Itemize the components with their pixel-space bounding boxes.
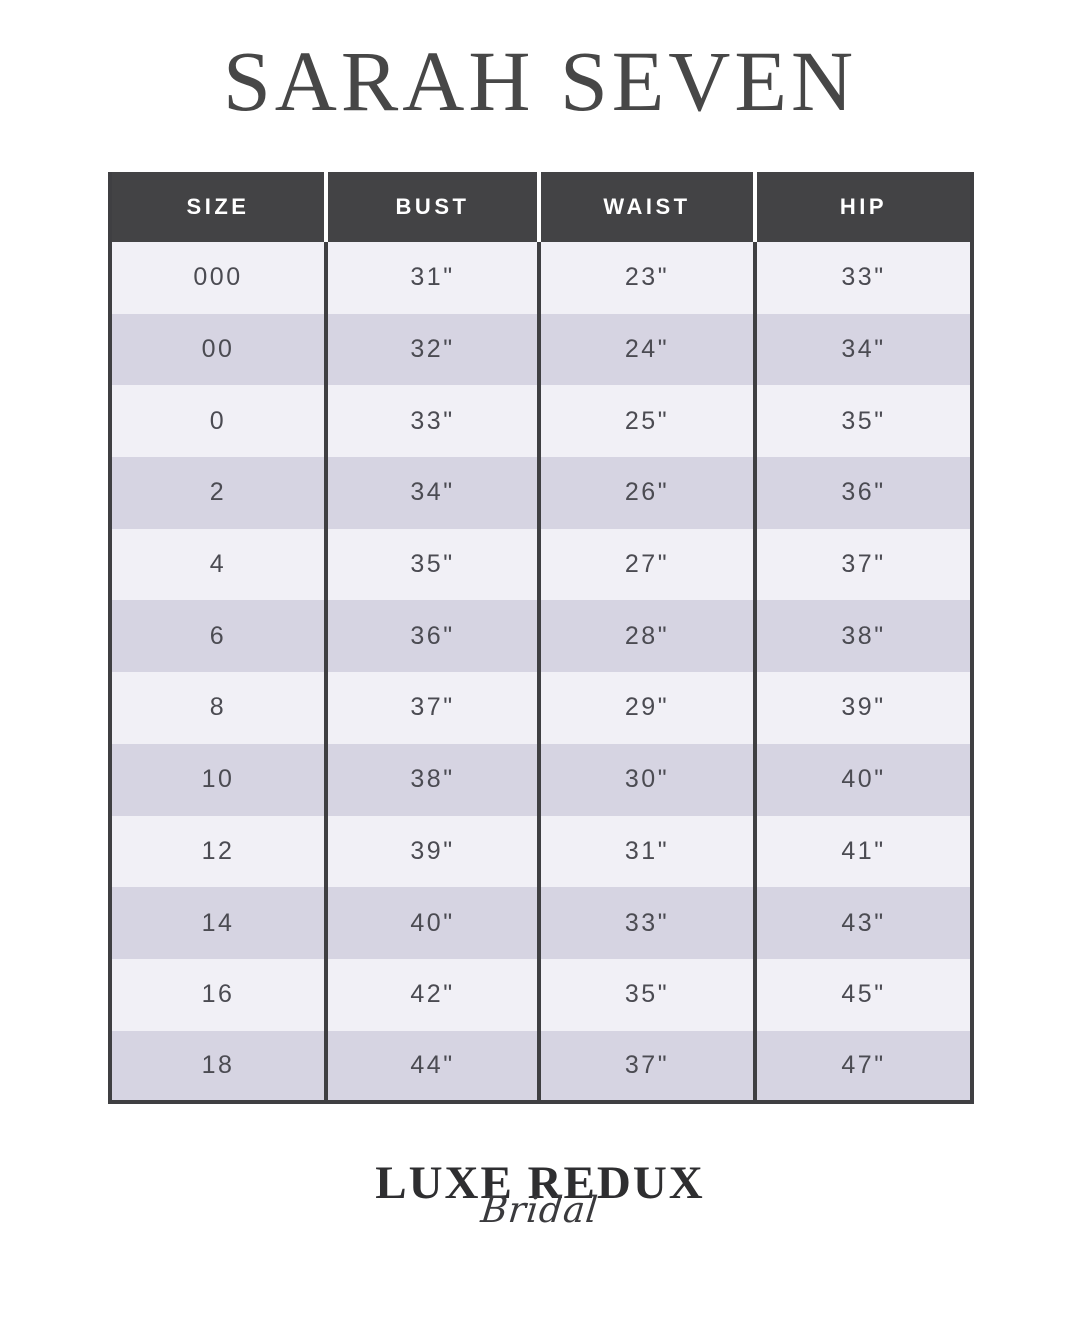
table-row: 12 39" 31" 41" <box>110 815 972 888</box>
cell-waist: 27" <box>539 528 757 601</box>
table-row: 16 42" 35" 45" <box>110 958 972 1031</box>
page-title: SARAH SEVEN <box>222 33 858 129</box>
cell-bust: 33" <box>326 385 541 458</box>
cell-size: 10 <box>110 743 328 816</box>
cell-hip: 45" <box>755 958 972 1031</box>
cell-bust: 37" <box>326 672 541 744</box>
cell-size: 000 <box>110 242 328 314</box>
cell-waist: 28" <box>539 600 757 673</box>
footer-logo: LUXE REDUX Bridal <box>0 1157 1080 1232</box>
table-row: 6 36" 28" 38" <box>110 600 972 673</box>
table-header-row: SIZE BUST WAIST HIP <box>110 172 972 242</box>
cell-waist: 23" <box>539 242 757 314</box>
size-chart-table: SIZE BUST WAIST HIP 000 31" 23" 33" 00 3… <box>108 172 974 1105</box>
cell-bust: 38" <box>326 743 541 816</box>
cell-size: 14 <box>110 887 328 959</box>
cell-bust: 40" <box>326 887 541 959</box>
cell-bust: 31" <box>326 242 541 314</box>
cell-waist: 25" <box>539 385 757 458</box>
cell-size: 6 <box>110 600 328 673</box>
table-row: 18 44" 37" 47" <box>110 1030 972 1103</box>
cell-bust: 44" <box>326 1030 541 1103</box>
cell-size: 16 <box>110 958 328 1031</box>
cell-waist: 30" <box>539 743 757 816</box>
cell-bust: 42" <box>326 958 541 1031</box>
table-row: 0 33" 25" 35" <box>110 385 972 458</box>
footer-script-bridal: Bridal <box>479 1190 601 1231</box>
cell-bust: 35" <box>326 528 541 601</box>
column-header-hip: HIP <box>755 172 972 242</box>
table-row: 14 40" 33" 43" <box>110 887 972 959</box>
table-head: SIZE BUST WAIST HIP <box>110 172 972 242</box>
cell-size: 12 <box>110 815 328 888</box>
size-chart-table-container: SIZE BUST WAIST HIP 000 31" 23" 33" 00 3… <box>108 172 974 1105</box>
cell-waist: 37" <box>539 1030 757 1103</box>
cell-hip: 41" <box>755 815 972 888</box>
cell-bust: 32" <box>326 313 541 386</box>
cell-bust: 39" <box>326 815 541 888</box>
cell-hip: 36" <box>755 457 972 529</box>
cell-size: 2 <box>110 457 328 529</box>
cell-size: 0 <box>110 385 328 458</box>
table-row: 10 38" 30" 40" <box>110 743 972 816</box>
table-body: 000 31" 23" 33" 00 32" 24" 34" 0 33" 25"… <box>110 242 972 1103</box>
cell-size: 00 <box>110 313 328 386</box>
cell-size: 18 <box>110 1030 328 1103</box>
column-header-size: SIZE <box>110 172 328 242</box>
table-row: 8 37" 29" 39" <box>110 672 972 744</box>
cell-waist: 33" <box>539 887 757 959</box>
cell-waist: 29" <box>539 672 757 744</box>
table-row: 000 31" 23" 33" <box>110 242 972 314</box>
table-row: 00 32" 24" 34" <box>110 313 972 386</box>
table-row: 2 34" 26" 36" <box>110 457 972 529</box>
cell-bust: 36" <box>326 600 541 673</box>
cell-hip: 33" <box>755 242 972 314</box>
column-header-bust: BUST <box>326 172 541 242</box>
cell-waist: 31" <box>539 815 757 888</box>
cell-hip: 34" <box>755 313 972 386</box>
cell-size: 4 <box>110 528 328 601</box>
cell-hip: 37" <box>755 528 972 601</box>
cell-hip: 47" <box>755 1030 972 1103</box>
cell-hip: 39" <box>755 672 972 744</box>
footer-wordmark: LUXE REDUX <box>375 1157 705 1209</box>
cell-bust: 34" <box>326 457 541 529</box>
cell-waist: 26" <box>539 457 757 529</box>
cell-hip: 35" <box>755 385 972 458</box>
cell-waist: 35" <box>539 958 757 1031</box>
cell-hip: 38" <box>755 600 972 673</box>
table-row: 4 35" 27" 37" <box>110 528 972 601</box>
cell-waist: 24" <box>539 313 757 386</box>
cell-size: 8 <box>110 672 328 744</box>
cell-hip: 40" <box>755 743 972 816</box>
cell-hip: 43" <box>755 887 972 959</box>
column-header-waist: WAIST <box>539 172 757 242</box>
